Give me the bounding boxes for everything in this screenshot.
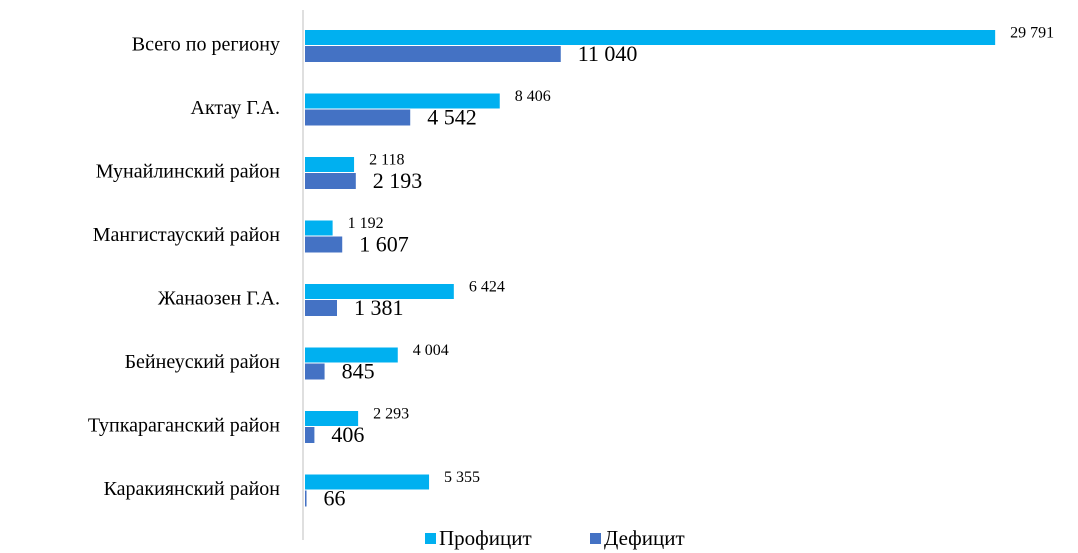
value-label: 5 355 bbox=[444, 469, 480, 486]
value-label: 845 bbox=[342, 359, 375, 384]
value-label: 4 542 bbox=[427, 105, 477, 130]
value-label: 406 bbox=[331, 422, 364, 447]
bar bbox=[305, 474, 430, 490]
value-label: 66 bbox=[324, 486, 346, 511]
bar bbox=[305, 30, 996, 45]
bar bbox=[305, 411, 359, 426]
bar bbox=[305, 363, 325, 380]
legend-swatch bbox=[590, 533, 601, 544]
category-label: Каракиянский район bbox=[104, 478, 281, 500]
value-label: 1 607 bbox=[359, 232, 409, 257]
legend-swatch bbox=[425, 533, 436, 544]
bar bbox=[305, 347, 398, 363]
value-label: 6 424 bbox=[469, 279, 505, 296]
category-label: Актау Г.А. bbox=[191, 97, 281, 119]
value-label: 8 406 bbox=[515, 88, 551, 105]
legend-label: Профицит bbox=[439, 526, 532, 550]
bar bbox=[305, 93, 500, 109]
bar bbox=[305, 427, 315, 443]
value-label: 4 004 bbox=[413, 342, 449, 359]
value-label: 1 192 bbox=[348, 215, 384, 232]
bar bbox=[305, 490, 307, 507]
value-label: 29 791 bbox=[1010, 25, 1054, 42]
value-label: 11 040 bbox=[578, 41, 638, 66]
legend-label: Дефицит bbox=[604, 526, 685, 550]
category-label: Мунайлинский район bbox=[96, 161, 281, 183]
bar bbox=[305, 46, 561, 62]
category-label: Бейнеуский район bbox=[125, 351, 281, 373]
bar bbox=[305, 157, 355, 172]
bar bbox=[305, 236, 343, 253]
value-label: 2 118 bbox=[369, 152, 404, 169]
bar bbox=[305, 300, 337, 316]
bar bbox=[305, 109, 411, 126]
value-label: 2 193 bbox=[373, 168, 423, 193]
category-label: Жанаозен Г.А. bbox=[158, 288, 280, 310]
bar bbox=[305, 173, 356, 189]
value-label: 2 293 bbox=[373, 406, 409, 423]
category-label: Мангистауский район bbox=[93, 224, 281, 246]
category-label: Тупкараганский район bbox=[88, 415, 280, 437]
category-label: Всего по региону bbox=[132, 34, 280, 56]
value-label: 1 381 bbox=[354, 295, 404, 320]
bar bbox=[305, 284, 454, 299]
bar bbox=[305, 220, 333, 236]
